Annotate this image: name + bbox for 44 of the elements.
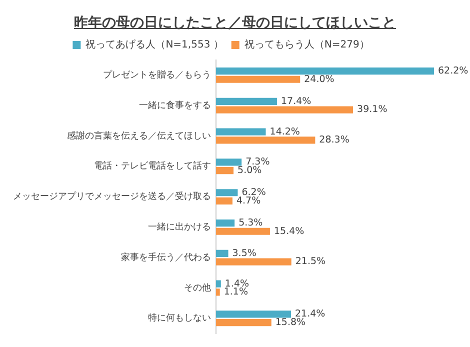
data-label: 1.1% (224, 286, 248, 298)
data-label: 28.3% (319, 134, 350, 146)
y-tick-label: 一緒に出かける (148, 222, 211, 233)
data-label: 39.1% (357, 104, 388, 116)
bar (216, 250, 228, 257)
bar (216, 280, 221, 288)
data-label: 5.0% (238, 165, 262, 176)
data-label: 62.2% (438, 65, 468, 76)
bar (216, 319, 272, 326)
bar (216, 76, 300, 83)
bar (216, 288, 220, 296)
y-tick-label: 感謝の言葉を伝える／伝えてほしい (67, 130, 211, 142)
data-label: 21.5% (295, 256, 326, 268)
bar (216, 158, 242, 166)
bar (216, 98, 277, 105)
bar (216, 197, 232, 205)
data-label: 3.5% (232, 248, 256, 259)
bar (216, 128, 266, 136)
y-tick-label: その他 (184, 282, 211, 294)
chart-title: 昨年の母の日にしたこと／母の日にしてほしいこと (74, 15, 396, 31)
data-label: 24.0% (304, 74, 334, 85)
data-label: 17.4% (280, 96, 312, 107)
data-label: 15.4% (274, 226, 304, 237)
data-label: 15.8% (275, 317, 306, 328)
bar (216, 228, 270, 235)
bar (216, 219, 235, 227)
legend-label: 祝ってもらう人（N=279） (244, 38, 370, 51)
bar (216, 67, 434, 75)
data-label: 5.3% (238, 217, 263, 228)
bar (216, 189, 238, 196)
y-tick-label: メッセージアプリでメッセージを送る／受け取る (13, 191, 211, 202)
y-tick-label: 特に何もしない (148, 312, 211, 324)
y-tick-label: 一緒に食事をする (139, 100, 211, 111)
y-tick-label: 家事を手伝う／代わる (121, 252, 211, 263)
legend-label: 祝ってあげる人（N=1,553 ） (86, 38, 224, 51)
bar (216, 258, 292, 266)
data-label: 14.2% (270, 126, 300, 138)
y-tick-label: プレゼントを贈る／もらう (103, 70, 211, 81)
bar (216, 310, 292, 318)
bar (216, 106, 354, 114)
bar (216, 136, 316, 144)
y-tick-label: 電話・テレビ電話をして話す (94, 160, 211, 172)
data-label: 4.7% (236, 195, 261, 206)
bar (216, 167, 234, 174)
